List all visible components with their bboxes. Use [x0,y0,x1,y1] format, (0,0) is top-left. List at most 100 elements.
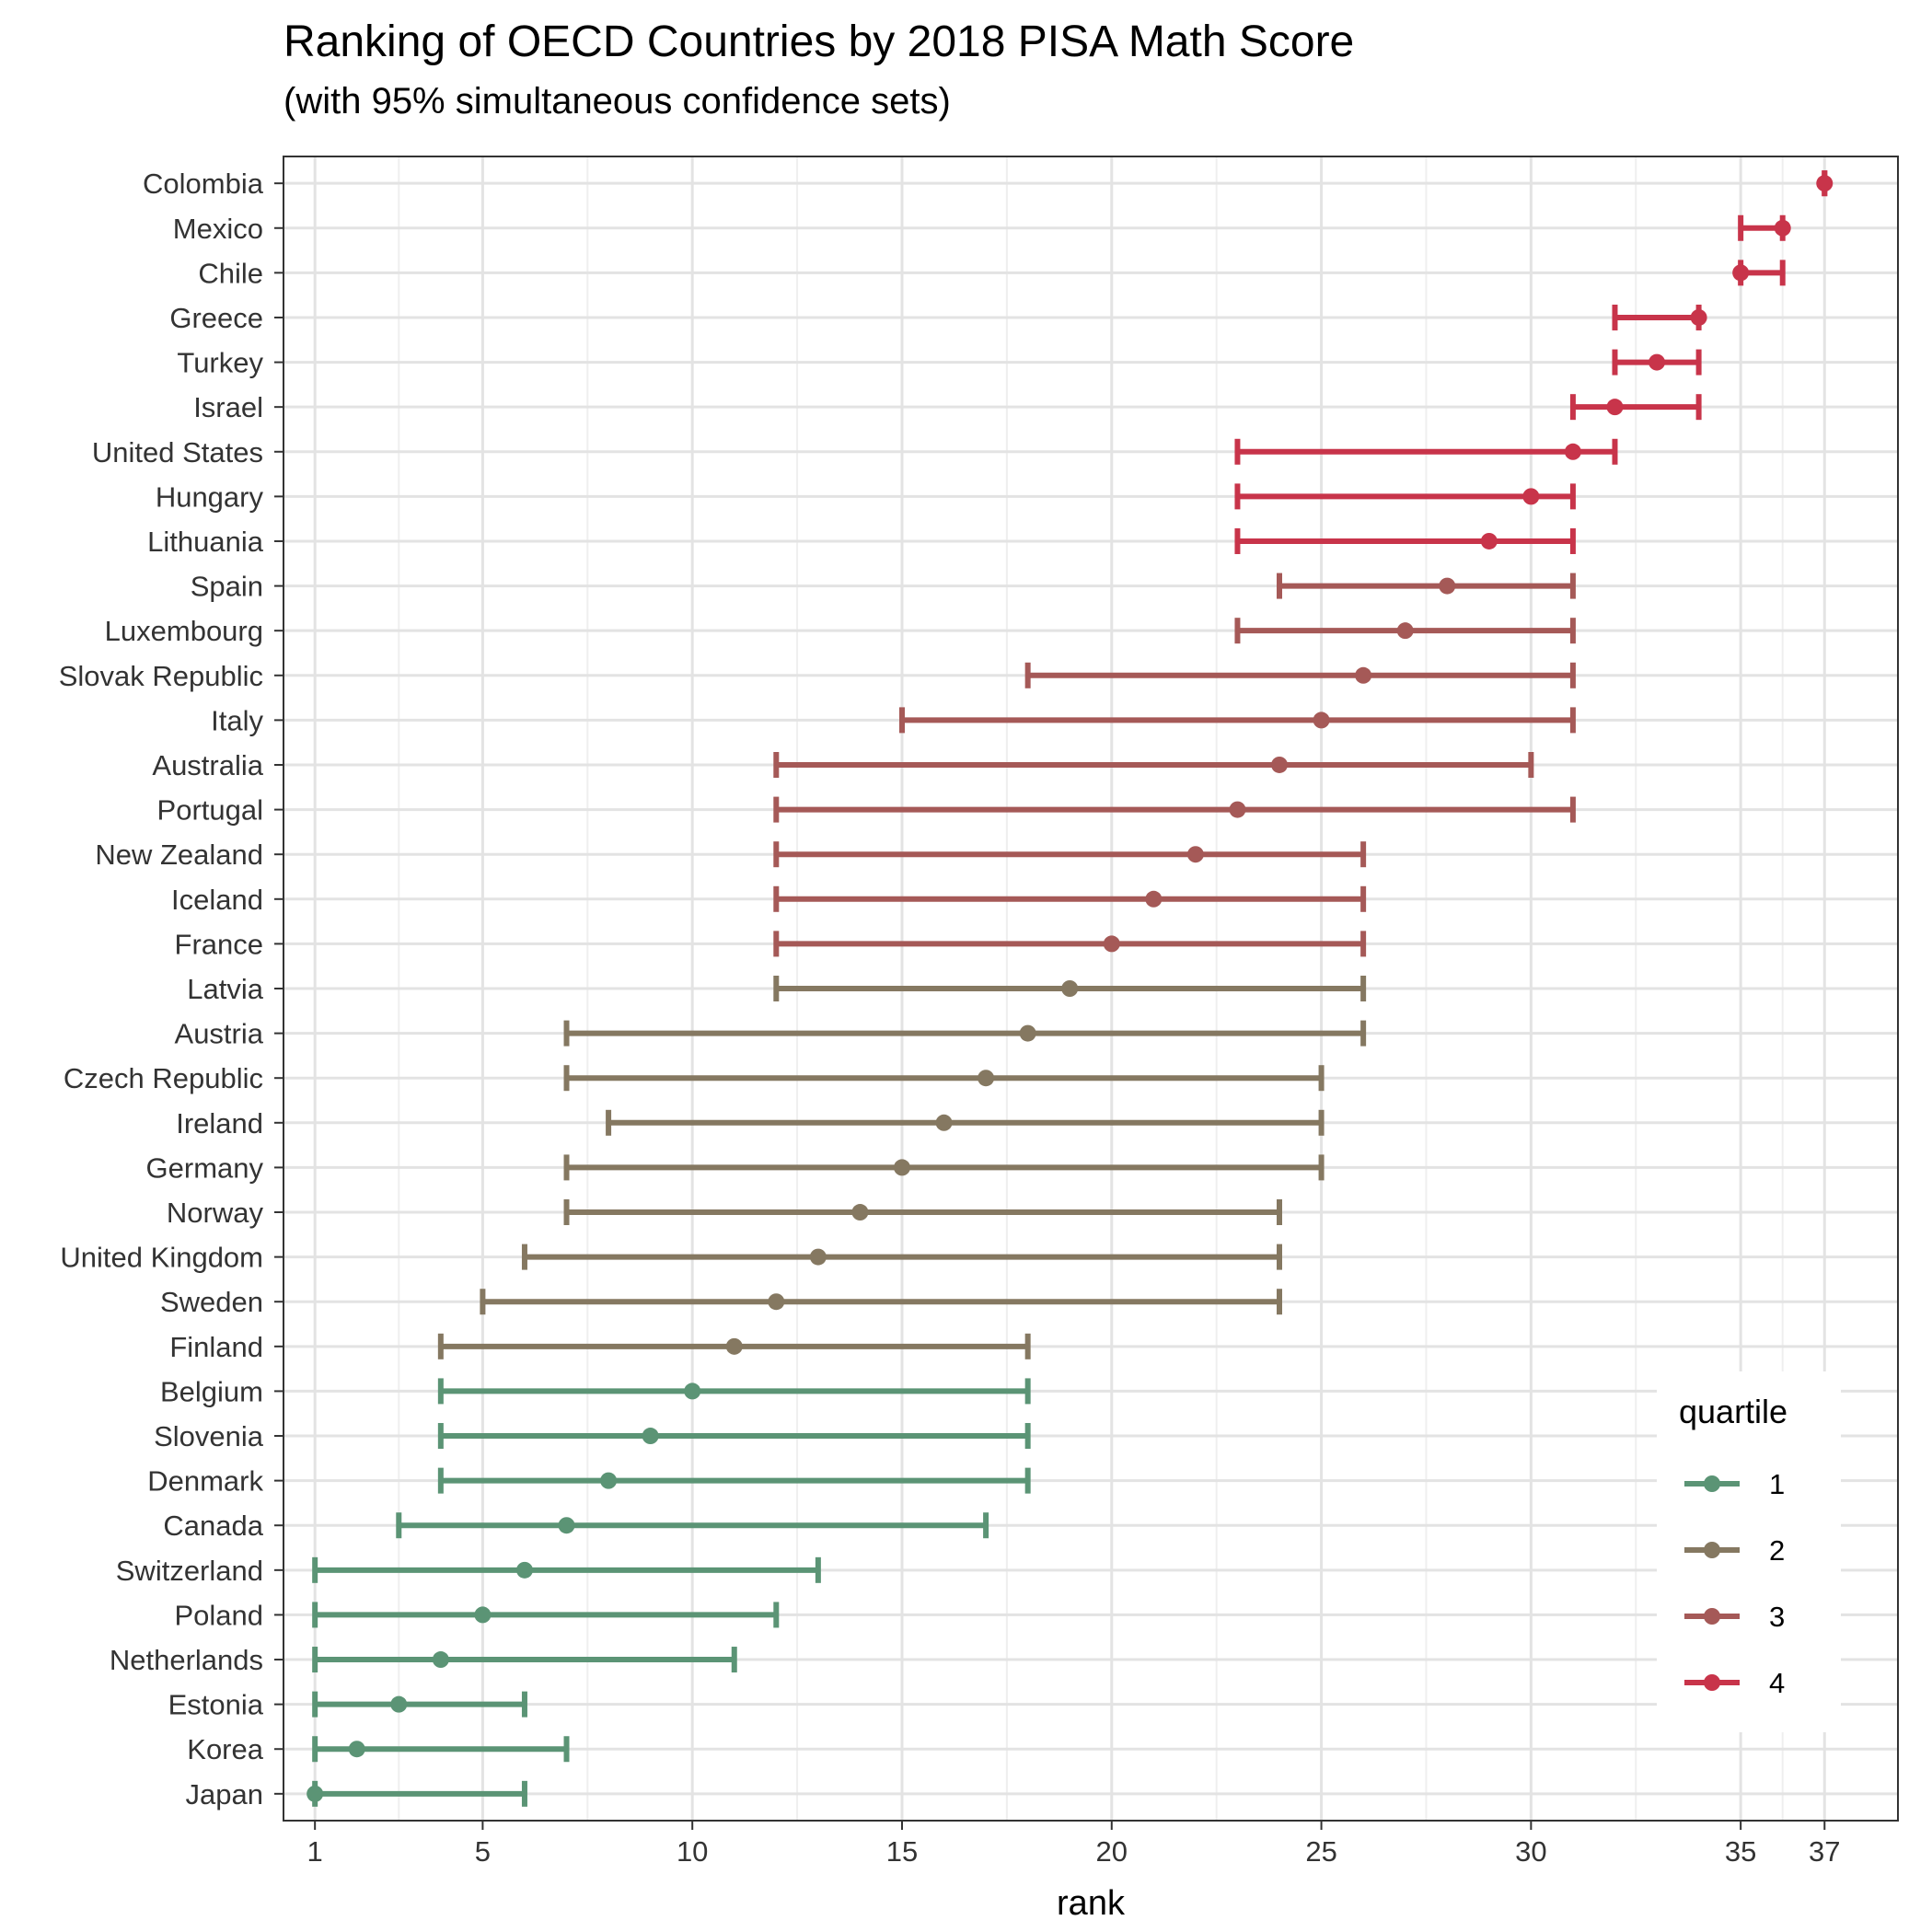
interval-turkey [1612,349,1702,376]
rank-point [768,1293,785,1311]
rank-point [684,1382,701,1400]
rank-point [1606,399,1624,416]
interval-united-states [1234,438,1618,465]
rank-point [307,1785,324,1802]
legend-item: 1 [1684,1468,1785,1500]
y-tick-label: Portugal [157,794,263,827]
y-tick-label: Estonia [168,1689,264,1721]
rank-point [1480,532,1498,550]
interval-israel [1569,394,1702,421]
rank-point [348,1741,365,1758]
legend-item: 4 [1684,1667,1785,1699]
interval-czech-republic [563,1065,1325,1092]
y-tick-label: Ireland [176,1107,263,1140]
interval-switzerland [312,1556,821,1583]
rank-point [1522,488,1540,505]
y-tick-label: Latvia [187,973,263,1005]
rank-point [1229,801,1246,818]
interval-germany [563,1154,1325,1181]
y-tick-label: Slovak Republic [59,660,263,692]
y-tick-label: Colombia [143,168,264,200]
rank-point [600,1472,618,1489]
rank-point [1145,890,1163,908]
rank-point [558,1517,575,1534]
interval-ireland [606,1109,1325,1136]
y-tick-label: Austria [175,1018,264,1050]
rank-point [1774,219,1791,237]
interval-poland [312,1602,780,1628]
x-tick-label: 5 [475,1835,491,1868]
interval-slovenia [437,1423,1031,1450]
interval-iceland [773,885,1367,912]
rank-point [515,1561,533,1579]
y-tick-label: Poland [174,1599,263,1631]
y-tick-label: Sweden [160,1286,263,1318]
legend-label: 4 [1769,1667,1785,1699]
interval-colombia [1816,170,1834,197]
rank-point [1355,666,1372,684]
rank-point [642,1428,659,1445]
x-tick-label: 37 [1809,1835,1840,1868]
y-tick-label: Australia [152,749,263,781]
interval-finland [437,1333,1031,1359]
chart-title: Ranking of OECD Countries by 2018 PISA M… [283,17,1355,66]
interval-italy [898,707,1576,734]
y-tick-label: Belgium [160,1375,263,1407]
rank-point [1186,846,1204,863]
y-tick-label: Switzerland [116,1555,263,1587]
interval-spain [1277,573,1576,599]
interval-canada [396,1512,989,1539]
y-tick-label: Hungary [156,480,264,513]
interval-portugal [773,796,1576,823]
rank-point [1103,935,1120,953]
y-tick-label: Lithuania [147,526,264,558]
y-tick-label: Turkey [177,347,263,379]
x-tick-label: 35 [1725,1835,1756,1868]
rank-point [978,1070,995,1087]
y-tick-label: France [175,928,263,960]
interval-luxembourg [1234,618,1576,644]
interval-denmark [437,1467,1031,1494]
interval-france [773,931,1367,957]
rank-point [1649,353,1666,371]
y-tick-label: United States [92,436,263,469]
rank-point [1313,711,1330,729]
interval-slovak-republic [1024,662,1576,688]
legend-key-point [1704,1542,1720,1558]
chart-subtitle: (with 95% simultaneous confidence sets) [283,81,951,121]
y-tick-label: Greece [169,302,263,334]
interval-greece [1612,304,1707,330]
interval-netherlands [312,1647,737,1673]
x-axis-labels: 1 5 10 15 20 25 30 35 37 [307,1821,1841,1868]
rank-point [1019,1024,1036,1042]
rank-point [432,1651,449,1669]
y-tick-label: Czech Republic [64,1062,263,1094]
interval-sweden [480,1289,1283,1315]
x-tick-label: 15 [886,1835,918,1868]
y-tick-label: Mexico [173,213,263,245]
y-tick-label: Israel [193,391,263,423]
rank-point [1690,308,1707,326]
interval-norway [563,1199,1283,1226]
y-tick-label: Germany [146,1151,264,1184]
legend-item: 2 [1684,1534,1785,1567]
x-axis-title: rank [1057,1884,1126,1923]
legend-title: quartile [1679,1393,1787,1430]
y-tick-label: Italy [211,704,263,736]
y-tick-label: Spain [191,571,263,603]
confidence-intervals [307,170,1834,1807]
y-tick-label: Japan [186,1778,263,1811]
y-axis-labels: Colombia Mexico Chile Greece Turkey Israel Uni… [59,168,283,1811]
interval-latvia [773,976,1367,1001]
interval-new-zealand [773,841,1367,868]
rank-point [474,1606,492,1624]
rank-point [1396,622,1414,640]
legend: quartile 1 2 3 4 [1657,1371,1841,1732]
y-tick-label: Denmark [147,1465,263,1498]
x-tick-label: 30 [1515,1835,1546,1868]
interval-australia [773,751,1534,778]
x-tick-label: 25 [1305,1835,1336,1868]
y-tick-label: Norway [167,1197,264,1229]
interval-mexico [1738,214,1791,241]
